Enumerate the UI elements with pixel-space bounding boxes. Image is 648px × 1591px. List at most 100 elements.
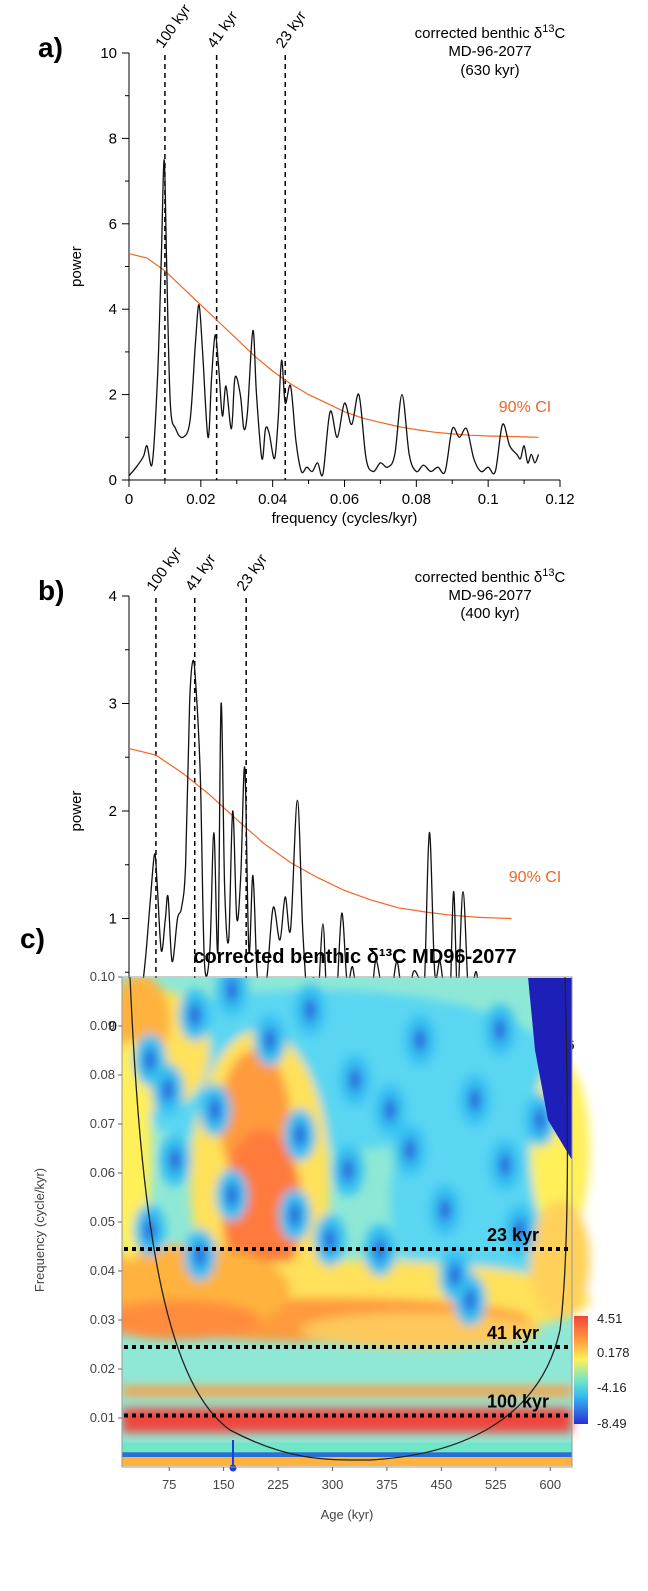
power-spectrum-line: [128, 659, 513, 1027]
panel-c-axes: 23 kyr 41 kyr 100 kyr 0.01 0.02 0.03 0.04 0.05 0…: [32, 969, 573, 1522]
colorbar-label: -8.49: [597, 1416, 627, 1431]
wavelet-low-core: [290, 1203, 300, 1227]
panel-a-title-line-2: MD-96-2077: [448, 43, 531, 60]
period-line-label: 23 kyr: [234, 551, 271, 594]
ci-curve: [128, 748, 512, 920]
colorbar-label: 0.178: [597, 1345, 630, 1360]
band-100kyr-power: [122, 1408, 572, 1433]
wavelet-y-tick-label: 0.01: [90, 1410, 115, 1425]
x-axis-label: frequency (cycles/kyr): [272, 510, 418, 527]
wavelet-x-tick-label: 225: [267, 1477, 289, 1492]
band-bottom-strip: [122, 1452, 572, 1459]
band-low-power: [122, 1386, 572, 1397]
age-marker-dot: [229, 1464, 237, 1472]
wavelet-low-core: [227, 1183, 237, 1207]
wavelet-colorbar: 4.51 0.178 -4.16 -8.49: [574, 1311, 630, 1431]
x-tick-label: 0.1: [478, 491, 499, 508]
x-tick-label: 0: [125, 491, 133, 508]
y-tick-label: 6: [109, 216, 117, 233]
ci-label: 90% CI: [499, 399, 551, 416]
wavelet-y-tick-label: 0.09: [90, 1018, 115, 1033]
band-label: 41 kyr: [487, 1323, 539, 1343]
colorbar-gradient: [574, 1316, 588, 1424]
colorbar-label: 4.51: [597, 1311, 622, 1326]
y-tick-label: 10: [100, 45, 117, 62]
panel-c-label: c): [20, 923, 45, 954]
wavelet-blobs: [122, 978, 590, 1433]
y-tick-label: 2: [109, 803, 117, 820]
period-line-label: 23 kyr: [273, 8, 310, 51]
wavelet-x-tick-label: 375: [376, 1477, 398, 1492]
wavelet-low-core: [415, 1028, 425, 1052]
panel-a-spectrum: a) 0 2 4 6 8 10 0 0.02 0.04 0.06 0.08 0.1 0.12 freque…: [38, 1, 575, 527]
wavelet-low-core: [535, 1108, 545, 1132]
y-axis-label: power: [68, 791, 85, 832]
band-label: 23 kyr: [487, 1225, 539, 1245]
period-line-label: 41 kyr: [204, 8, 241, 51]
wavelet-x-tick-label: 600: [539, 1477, 561, 1492]
wavelet-low-corner: [528, 978, 572, 1160]
wavelet-low-core: [295, 1123, 305, 1147]
panel-a-label: a): [38, 32, 63, 63]
x-tick-label: 0.08: [402, 491, 431, 508]
panel-b-label: b): [38, 575, 64, 606]
band-label: 100 kyr: [487, 1392, 549, 1412]
wavelet-low-core: [385, 1098, 395, 1122]
x-tick-label: 0.04: [258, 491, 287, 508]
y-tick-label: 0: [109, 472, 117, 489]
panel-a-title-line-1: corrected benthic δ13C: [415, 23, 566, 42]
panel-a-title: corrected benthic δ13C MD-96-2077 (630 k…: [415, 23, 566, 79]
wavelet-y-tick-label: 0.05: [90, 1214, 115, 1229]
wavelet-low-core: [405, 1138, 415, 1162]
x-tick-label: 0.12: [545, 491, 574, 508]
wavelet-low-core: [145, 1048, 155, 1072]
ci-curve: [128, 253, 539, 438]
x-tick-label: 0.02: [186, 491, 215, 508]
panel-c-wavelet: c) corrected benthic δ¹³C MD96-2077 23 k…: [20, 923, 630, 1522]
wavelet-region: [300, 1312, 540, 1348]
y-tick-label: 3: [109, 696, 117, 713]
colorbar-label: -4.16: [597, 1380, 627, 1395]
wavelet-y-tick-label: 0.07: [90, 1116, 115, 1131]
wavelet-low-core: [195, 1243, 205, 1267]
wavelet-low-core: [325, 1228, 335, 1252]
wavelet-y-tick-label: 0.10: [90, 969, 115, 984]
wavelet-region: [122, 1300, 260, 1340]
wavelet-low-core: [227, 978, 237, 1002]
panel-b-title: corrected benthic δ13C MD-96-2077 (400 k…: [415, 567, 566, 622]
panel-b-title-line-3: (400 kyr): [460, 605, 519, 622]
power-spectrum-line: [128, 159, 540, 477]
y-tick-label: 4: [109, 588, 117, 605]
y-tick-label: 4: [109, 301, 117, 318]
y-tick-label: 1: [109, 911, 117, 928]
wavelet-low-core: [470, 1088, 480, 1112]
panel-c-title: corrected benthic δ¹³C MD96-2077: [193, 946, 516, 968]
wavelet-y-tick-label: 0.03: [90, 1312, 115, 1327]
wavelet-x-axis-label: Age (kyr): [321, 1507, 374, 1522]
wavelet-region: [390, 1090, 570, 1310]
band-bottom-edge: [122, 1457, 572, 1466]
wavelet-low-core: [343, 1158, 353, 1182]
wavelet-low-core: [465, 1288, 475, 1312]
wavelet-y-tick-label: 0.02: [90, 1361, 115, 1376]
wavelet-region: [122, 1040, 152, 1260]
wavelet-low-core: [163, 1078, 173, 1102]
wavelet-low-core: [265, 1028, 275, 1052]
wavelet-low-core: [515, 1218, 525, 1242]
wavelet-power-field: [122, 978, 590, 1466]
wavelet-region: [222, 1130, 302, 1290]
wavelet-low-core: [450, 1263, 460, 1287]
wavelet-low-core: [350, 1068, 360, 1092]
wavelet-x-tick-label: 525: [485, 1477, 507, 1492]
cone-of-influence: [129, 976, 569, 1461]
y-axis-label: power: [68, 246, 85, 287]
wavelet-x-tick-label: 150: [213, 1477, 235, 1492]
period-line-label: 100 kyr: [152, 1, 194, 51]
ci-label: 90% CI: [509, 869, 561, 886]
x-tick-label: 0.06: [330, 491, 359, 508]
wavelet-low-core: [500, 1153, 510, 1177]
wavelet-region: [530, 1200, 590, 1320]
wavelet-y-tick-label: 0.06: [90, 1165, 115, 1180]
wavelet-low-core: [305, 998, 315, 1022]
